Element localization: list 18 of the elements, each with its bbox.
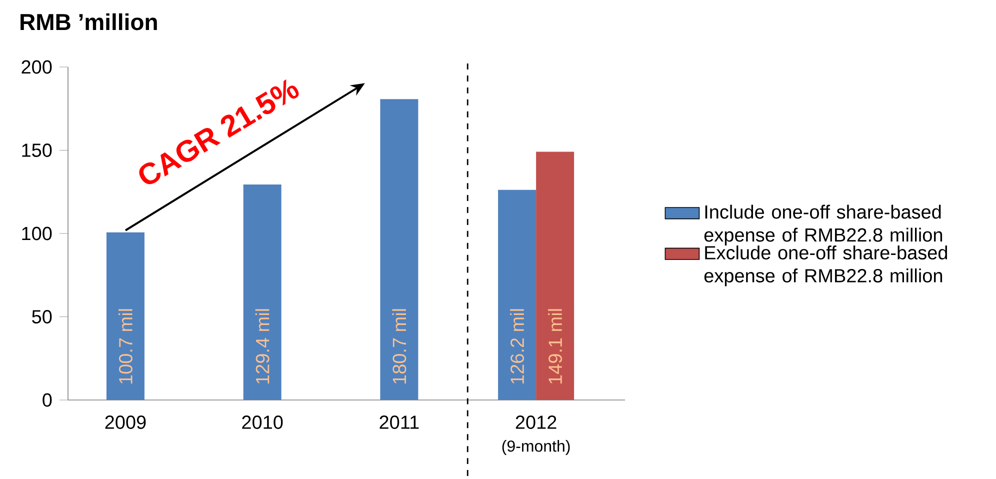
legend-label: Exclude one-off share-based expense of RMB22.8 million [704,245,948,286]
x-tick-label: 2011 [380,416,419,429]
y-tick-label: 100 [22,226,52,240]
data-label: 100.7 mil [118,309,132,384]
data-label: 126.2 mil [510,309,524,384]
y-tick-label: 0 [42,393,52,407]
x-tick-label: 2012 [516,416,556,429]
text: (9-month) [502,440,570,455]
data-label: 180.7 mil [392,309,406,384]
y-tick-label: 200 [22,60,52,74]
x-tick-label: 2010 [242,416,283,429]
y-tick-label: 150 [22,144,52,157]
x-tick-label: 2009 [105,416,146,429]
y-axis-title: RMB ’million [20,13,157,30]
y-tick-label: 50 [32,310,52,324]
data-label: 129.4 mil [255,309,270,384]
data-label: 149.1 mil [548,309,562,384]
legend-label: Include one-off share-based expense of RMB22.8 million [704,204,942,246]
